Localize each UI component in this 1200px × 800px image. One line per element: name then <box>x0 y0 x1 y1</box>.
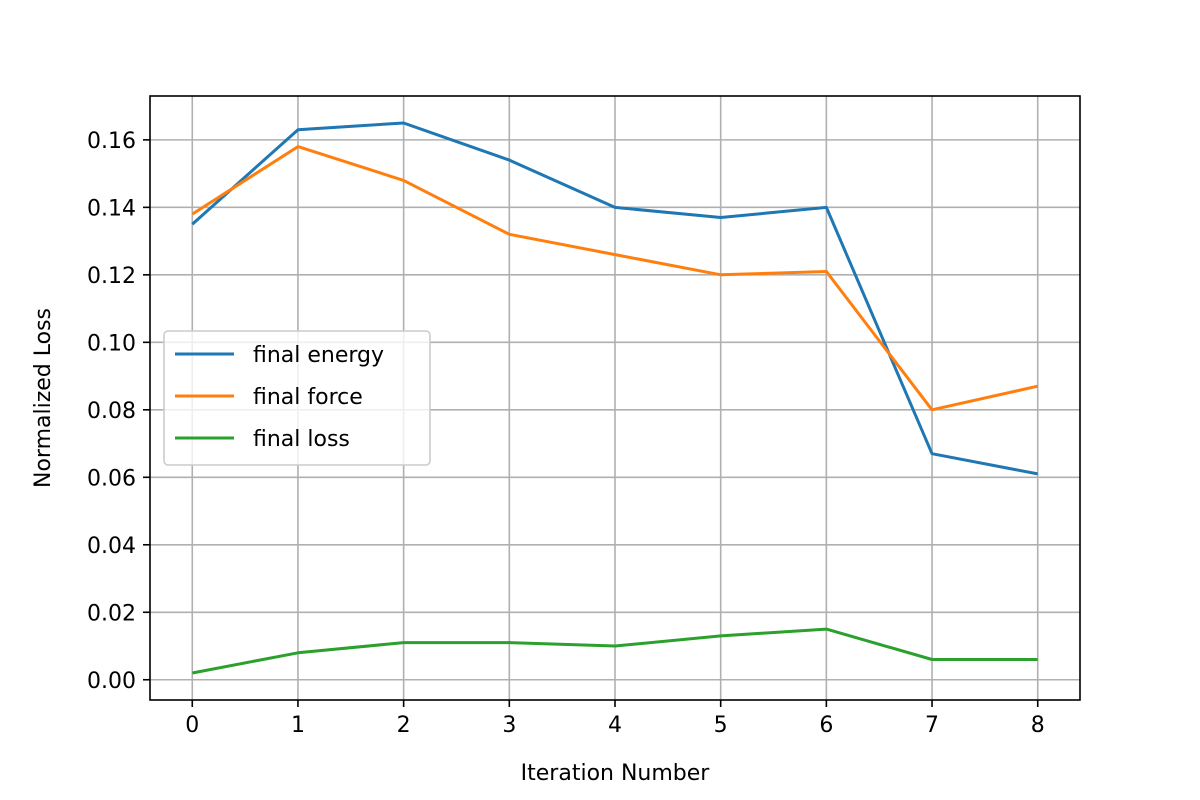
legend: final energy final force final loss <box>163 330 431 466</box>
y-tick-label: 0.06 <box>87 466 136 491</box>
y-axis-label: Normalized Loss <box>31 308 56 488</box>
y-tick-label: 0.12 <box>87 264 136 289</box>
x-tick-label: 2 <box>397 713 411 738</box>
axis-ticks: 0 1 2 3 4 5 6 7 8 0.00 0.02 0.04 0.06 0.08 0.10 0.12 0.1… <box>87 129 1045 738</box>
y-tick-label: 0.14 <box>87 196 136 221</box>
x-tick-label: 5 <box>714 713 728 738</box>
series-line-final-loss <box>192 627 1038 675</box>
y-tick-label: 0.10 <box>87 331 136 356</box>
y-tick-label: 0.02 <box>87 601 136 626</box>
legend-box <box>163 330 431 466</box>
y-tick-label: 0.16 <box>87 129 136 154</box>
legend-label: final force <box>253 385 363 410</box>
x-tick-label: 8 <box>1031 713 1045 738</box>
x-axis-label: Iteration Number <box>521 761 711 786</box>
y-tick-label: 0.04 <box>87 534 136 559</box>
x-tick-label: 3 <box>502 713 516 738</box>
series-lines <box>191 121 1039 675</box>
x-tick-label: 6 <box>819 713 833 738</box>
x-tick-label: 4 <box>608 713 622 738</box>
x-tick-label: 0 <box>185 713 199 738</box>
legend-label: final energy <box>253 343 384 368</box>
y-tick-label: 0.08 <box>87 399 136 424</box>
series-line-final-energy <box>191 121 1038 476</box>
series-line-final-force <box>191 145 1039 412</box>
x-tick-label: 1 <box>291 713 305 738</box>
x-tick-label: 7 <box>925 713 939 738</box>
legend-label: final loss <box>253 427 350 452</box>
y-tick-label: 0.00 <box>87 669 136 694</box>
